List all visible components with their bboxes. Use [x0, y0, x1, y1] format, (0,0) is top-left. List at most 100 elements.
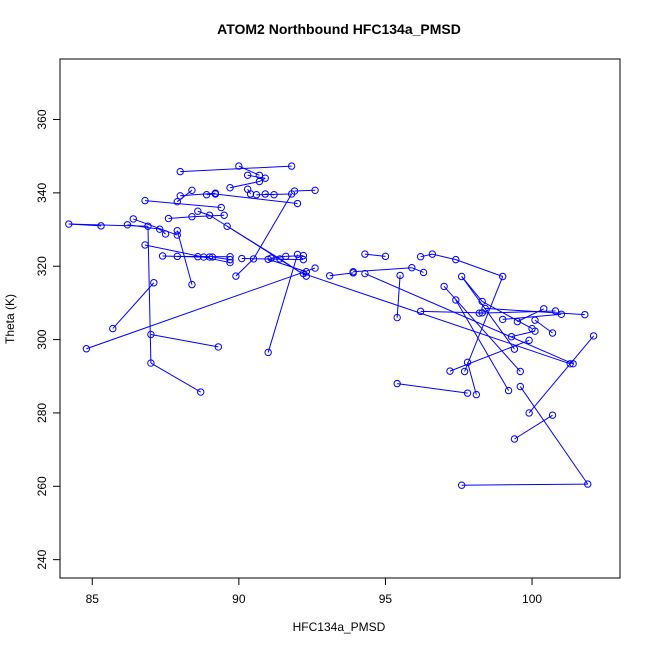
- data-point: [589, 332, 598, 340]
- data-point: [235, 162, 243, 170]
- data-point: [513, 317, 522, 326]
- data-point: [65, 220, 73, 228]
- data-point: [419, 268, 428, 277]
- data-point: [238, 254, 246, 263]
- data-point: [220, 211, 228, 219]
- y-axis: 240 260 280 300 320 340 360: [35, 109, 60, 570]
- data-point: [548, 411, 557, 419]
- series-segment: [180, 165, 292, 173]
- series-segment: [86, 267, 316, 350]
- series-segment: [353, 267, 412, 273]
- series-segment: [485, 307, 585, 316]
- series-segment: [215, 193, 298, 205]
- data-point: [205, 253, 214, 261]
- series-segment: [268, 258, 307, 273]
- data-point: [252, 191, 261, 199]
- data-point: [416, 252, 425, 261]
- data-point: [147, 359, 155, 367]
- data-point: [584, 480, 592, 488]
- plot-frame: [59, 58, 621, 579]
- data-point: [199, 253, 208, 261]
- data-point: [232, 272, 240, 280]
- data-point: [393, 313, 401, 322]
- series-segment: [528, 335, 594, 414]
- data-point: [155, 225, 164, 233]
- series-segment: [247, 188, 252, 195]
- series-segment: [443, 286, 521, 372]
- data-point: [393, 379, 401, 388]
- series-segment: [467, 362, 477, 395]
- data-point: [141, 241, 149, 249]
- data-point: [531, 316, 539, 324]
- data-point: [428, 250, 437, 258]
- series-segment: [514, 414, 553, 440]
- series-segment: [461, 483, 588, 486]
- series-segment: [432, 253, 456, 261]
- data-point: [173, 252, 181, 261]
- series-segment: [519, 386, 589, 485]
- data-point: [211, 190, 220, 198]
- series-segment: [455, 299, 510, 391]
- series-segment: [235, 258, 254, 277]
- data-point: [188, 186, 196, 195]
- data-point: [243, 171, 252, 179]
- data-point: [302, 272, 310, 280]
- data-point: [226, 252, 234, 261]
- x-tick-label: 85: [86, 592, 100, 606]
- data-point: [282, 252, 290, 261]
- data-point: [463, 358, 472, 367]
- data-point: [463, 389, 472, 397]
- data-point: [551, 307, 560, 315]
- series-segment: [464, 276, 504, 372]
- series-segment: [159, 228, 166, 235]
- data-point: [326, 272, 334, 280]
- data-point: [457, 481, 466, 489]
- data-point: [123, 221, 132, 229]
- series-segment: [133, 218, 178, 236]
- data-point: [97, 222, 105, 230]
- data-point: [158, 252, 167, 260]
- data-point: [176, 192, 184, 200]
- series-segment: [168, 216, 192, 220]
- data-point: [349, 269, 357, 277]
- y-tick-label: 280: [35, 403, 49, 423]
- data-point: [516, 382, 525, 391]
- data-point: [205, 211, 214, 219]
- series-segment: [420, 310, 483, 314]
- data-point: [188, 213, 196, 221]
- chart-title: ATOM2 Northbound HFC134a_PMSD: [217, 21, 461, 37]
- data-point: [270, 191, 278, 199]
- data-point: [299, 251, 308, 260]
- data-point: [217, 203, 225, 212]
- data-point: [214, 343, 223, 351]
- series-segment: [364, 273, 574, 365]
- y-tick-label: 300: [35, 329, 49, 349]
- data-point: [472, 390, 481, 399]
- data-point: [478, 309, 486, 317]
- data-point: [460, 367, 469, 376]
- x-tick-label: 100: [522, 592, 542, 606]
- series-segment: [253, 193, 293, 260]
- x-tick-label: 95: [379, 592, 393, 606]
- y-tick-label: 260: [35, 476, 49, 496]
- data-point: [188, 280, 196, 289]
- data-point: [150, 279, 158, 287]
- data-point: [507, 332, 516, 341]
- data-point: [416, 307, 425, 316]
- series-segment: [144, 200, 222, 209]
- series-segment: [420, 253, 433, 258]
- data-point: [208, 253, 217, 261]
- data-point: [197, 388, 205, 396]
- data-point: [408, 264, 416, 272]
- series-points: [65, 162, 598, 489]
- data-point: [161, 230, 170, 238]
- series-segment: [267, 254, 298, 353]
- data-point: [147, 330, 155, 339]
- data-point: [516, 367, 525, 376]
- data-point: [504, 386, 513, 395]
- data-point: [293, 199, 302, 208]
- data-point: [164, 214, 173, 223]
- data-point: [223, 222, 231, 230]
- x-tick-label: 90: [232, 592, 246, 606]
